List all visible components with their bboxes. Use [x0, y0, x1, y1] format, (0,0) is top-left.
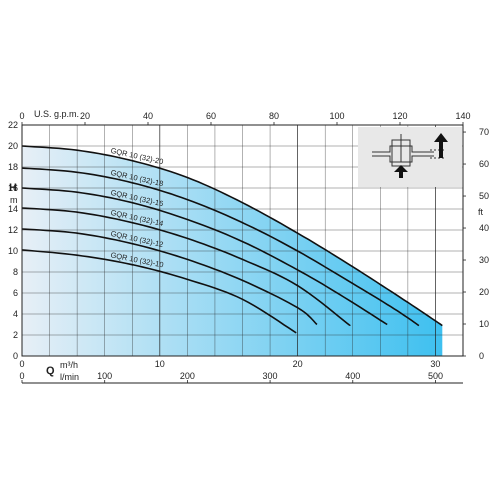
plot-frame [21, 124, 464, 357]
ft-tick-label: 0 [479, 351, 484, 361]
h-tick-label: 8 [13, 267, 18, 277]
lmin-tick-label: 500 [428, 371, 443, 381]
h-tick-label: 20 [8, 141, 18, 151]
m3h-tick-label: 0 [19, 359, 24, 369]
h-axis-letter: H [9, 182, 17, 194]
curve-gqr-10-32-18 [21, 167, 420, 327]
h-tick-label: 22 [8, 120, 18, 130]
ft-tick-label: 40 [479, 223, 489, 233]
h-tick-label: 6 [13, 288, 18, 298]
ft-tick-label: 20 [479, 287, 489, 297]
m3h-tick-label: 30 [430, 359, 440, 369]
m3h-axis-unit: m³/h [60, 360, 78, 370]
lmin-axis-unit: l/min [60, 372, 79, 382]
ft-tick-label: 70 [479, 127, 489, 137]
performance-curves [21, 145, 443, 334]
usgpm-tick-label: 120 [392, 111, 407, 121]
curve-gqr-10-32-20 [21, 145, 443, 327]
curve-gqr-10-32-10 [21, 249, 297, 334]
ft-axis-unit: ft [478, 207, 484, 217]
usgpm-tick-label: 100 [329, 111, 344, 121]
lmin-tick-label: 200 [180, 371, 195, 381]
h-tick-label: 4 [13, 309, 18, 319]
ft-tick-label: 50 [479, 191, 489, 201]
curve-gqr-10-32-16 [21, 187, 388, 326]
usgpm-tick-label: 140 [455, 111, 470, 121]
usgpm-tick-label: 60 [206, 111, 216, 121]
q-axis-letter: Q [46, 365, 55, 377]
ft-tick-label: 30 [479, 255, 489, 265]
h-tick-label: 2 [13, 330, 18, 340]
h-tick-label: 0 [13, 351, 18, 361]
h-axis-unit: m [10, 195, 18, 205]
h-tick-label: 16 [8, 183, 18, 193]
m3h-tick-label: 10 [155, 359, 165, 369]
lmin-tick-label: 100 [97, 371, 112, 381]
usgpm-tick-label: 20 [80, 111, 90, 121]
h-tick-label: 12 [8, 225, 18, 235]
chart-grid [21, 124, 464, 357]
m3h-tick-label: 20 [293, 359, 303, 369]
usgpm-tick-label: 0 [19, 111, 24, 121]
usgpm-tick-label: 40 [143, 111, 153, 121]
lmin-tick-label: 0 [19, 371, 24, 381]
ft-tick-label: 10 [479, 319, 489, 329]
usgpm-axis-label: U.S. g.p.m. [34, 109, 79, 119]
h-tick-label: 18 [8, 162, 18, 172]
lmin-tick-label: 400 [345, 371, 360, 381]
pump-flow-diagram-icon [358, 127, 462, 187]
curve-gqr-10-32-12 [21, 228, 318, 326]
curve-gqr-10-32-14 [21, 207, 351, 327]
ft-tick-label: 60 [479, 159, 489, 169]
h-tick-label: 14 [8, 204, 18, 214]
h-tick-label: 10 [8, 246, 18, 256]
usgpm-tick-label: 80 [269, 111, 279, 121]
lmin-tick-label: 300 [263, 371, 278, 381]
